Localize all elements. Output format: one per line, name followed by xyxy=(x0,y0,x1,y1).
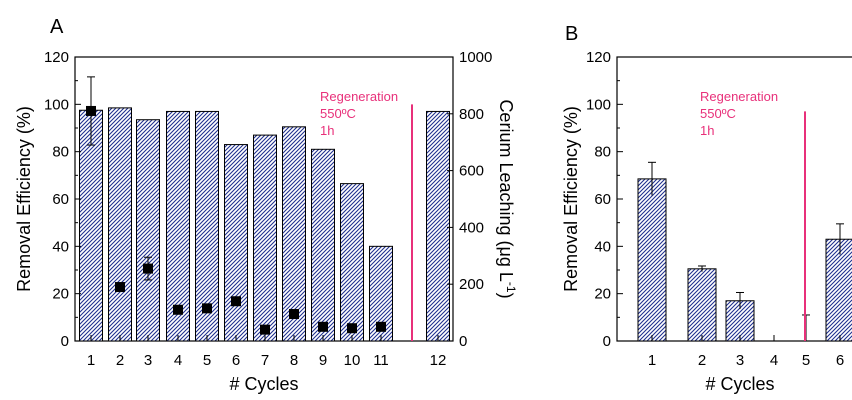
x-tick-label: 3 xyxy=(144,352,152,369)
annotation-line-2: 550ºC xyxy=(700,106,736,121)
y-right-label-sup: -1 xyxy=(504,282,518,293)
panel-a-letter: A xyxy=(50,16,64,38)
y-tick-label: 0 xyxy=(603,333,611,350)
leaching-marker xyxy=(231,296,241,307)
x-tick-label: 11 xyxy=(373,352,389,369)
x-tick-label: 10 xyxy=(344,352,361,369)
leaching-marker xyxy=(143,263,153,274)
leaching-marker xyxy=(289,309,299,320)
x-tick-label: 3 xyxy=(736,352,744,369)
annotation-line-3: 1h xyxy=(700,123,714,138)
bar xyxy=(108,107,132,342)
annotation-line-2: 550ºC xyxy=(320,106,356,121)
x-tick-label: 2 xyxy=(698,352,706,369)
panel-a-y-right-label: Cerium Leaching (μg L-1) xyxy=(496,99,518,298)
bar xyxy=(637,178,667,342)
x-tick-label: 4 xyxy=(174,352,182,369)
x-tick-label: 1 xyxy=(648,352,656,369)
bar xyxy=(825,238,852,342)
panel-a-x-label: # Cycles xyxy=(229,374,298,394)
leaching-marker xyxy=(347,323,357,334)
bar xyxy=(687,268,717,342)
panel-b-letter: B xyxy=(565,23,578,45)
panel-b-bars xyxy=(637,161,852,342)
panel-a-y-label: Removal Efficiency (%) xyxy=(14,106,34,292)
y-tick-label: 20 xyxy=(594,286,611,303)
x-tick-label: 6 xyxy=(232,352,240,369)
panel-b: B 0 20 40 60 80 100 120 1 2 3 4 5 6 Regeneration 55… xyxy=(561,23,852,394)
bar xyxy=(426,110,450,342)
y-right-tick-label: 800 xyxy=(459,106,484,123)
y-right-label-close: ) xyxy=(496,293,516,299)
panel-a-right-axis: 0 200 400 600 800 1000 xyxy=(447,49,492,350)
annotation-line-1: Regeneration xyxy=(320,89,398,104)
y-right-label-main: Cerium Leaching (μg L xyxy=(496,99,516,281)
leaching-marker xyxy=(376,321,386,332)
leaching-marker xyxy=(318,321,328,332)
x-tick-label: 4 xyxy=(770,352,778,369)
y-tick-label: 100 xyxy=(44,96,69,113)
bar xyxy=(311,148,335,342)
x-tick-label: 5 xyxy=(203,352,211,369)
panel-a-leaching-markers xyxy=(86,76,386,335)
panel-a-bars xyxy=(79,107,450,342)
y-right-tick-label: 600 xyxy=(459,163,484,180)
y-right-tick-label: 400 xyxy=(459,219,484,236)
bar xyxy=(282,126,306,342)
x-tick-label: 12 xyxy=(430,352,447,369)
y-tick-label: 20 xyxy=(52,286,69,303)
bar xyxy=(136,119,160,342)
x-tick-label: 7 xyxy=(261,352,269,369)
x-tick-label: 6 xyxy=(836,352,844,369)
annotation-line-1: Regeneration xyxy=(700,89,778,104)
bar xyxy=(224,144,248,342)
y-tick-label: 60 xyxy=(594,191,611,208)
panel-b-regeneration-annotation: Regeneration 550ºC 1h xyxy=(700,89,782,138)
leaching-marker xyxy=(86,105,96,116)
bar xyxy=(340,183,364,342)
y-tick-label: 120 xyxy=(44,49,69,66)
y-right-tick-label: 200 xyxy=(459,276,484,293)
y-tick-label: 120 xyxy=(586,49,611,66)
leaching-marker xyxy=(115,282,125,293)
bar xyxy=(253,134,277,342)
x-tick-label: 8 xyxy=(290,352,298,369)
y-tick-label: 80 xyxy=(594,144,611,161)
y-right-tick-label: 1000 xyxy=(459,49,492,66)
x-tick-label: 5 xyxy=(802,352,810,369)
panel-a-left-axis: 0 20 40 60 80 100 120 xyxy=(44,49,81,350)
panel-b-left-axis: 0 20 40 60 80 100 120 xyxy=(586,49,623,350)
y-tick-label: 80 xyxy=(52,144,69,161)
y-tick-label: 40 xyxy=(594,238,611,255)
leaching-marker xyxy=(173,304,183,315)
leaching-marker xyxy=(260,324,270,335)
panel-a-regeneration-annotation: Regeneration 550ºC 1h xyxy=(320,89,402,138)
y-tick-label: 0 xyxy=(61,333,69,350)
panel-b-y-label: Removal Efficiency (%) xyxy=(561,106,581,292)
panel-b-x-label: # Cycles xyxy=(705,374,774,394)
x-tick-label: 2 xyxy=(116,352,124,369)
y-tick-label: 100 xyxy=(586,96,611,113)
x-tick-label: 1 xyxy=(87,352,95,369)
leaching-marker xyxy=(202,303,212,314)
annotation-line-3: 1h xyxy=(320,123,334,138)
y-right-tick-label: 0 xyxy=(459,333,467,350)
panel-b-x-axis: 1 2 3 4 5 6 xyxy=(648,335,844,369)
y-tick-label: 60 xyxy=(52,191,69,208)
panel-a-x-axis: 1 2 3 4 5 6 7 8 9 10 11 12 xyxy=(87,335,447,369)
y-tick-label: 40 xyxy=(52,238,69,255)
x-tick-label: 9 xyxy=(319,352,327,369)
